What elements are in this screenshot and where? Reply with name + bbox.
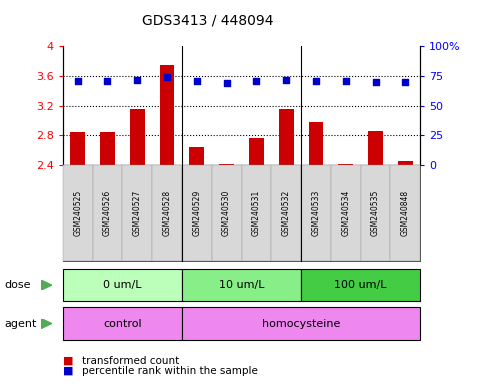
- Text: GSM240535: GSM240535: [371, 190, 380, 236]
- Bar: [309, 122, 324, 165]
- Point: [342, 78, 350, 84]
- Text: GSM240534: GSM240534: [341, 190, 350, 236]
- Text: transformed count: transformed count: [82, 356, 179, 366]
- Bar: [130, 109, 145, 165]
- Text: GSM240525: GSM240525: [73, 190, 82, 236]
- Text: GDS3413 / 448094: GDS3413 / 448094: [142, 13, 273, 27]
- Polygon shape: [41, 319, 52, 329]
- Point: [163, 74, 171, 80]
- Bar: [159, 65, 174, 165]
- Text: homocysteine: homocysteine: [262, 318, 340, 329]
- Text: GSM240528: GSM240528: [163, 190, 171, 236]
- Text: GSM240529: GSM240529: [192, 190, 201, 236]
- Text: ■: ■: [63, 366, 73, 376]
- Bar: [70, 132, 85, 165]
- Text: GSM240533: GSM240533: [312, 190, 320, 236]
- Point: [223, 79, 230, 86]
- Bar: [100, 132, 115, 165]
- Text: 10 um/L: 10 um/L: [219, 280, 264, 290]
- Bar: [189, 147, 204, 165]
- Bar: [368, 131, 383, 165]
- Point: [282, 77, 290, 83]
- Text: GSM240848: GSM240848: [401, 190, 410, 236]
- Text: ■: ■: [63, 356, 73, 366]
- Text: GSM240531: GSM240531: [252, 190, 261, 236]
- Point: [74, 78, 82, 84]
- Point: [193, 78, 201, 84]
- Point: [133, 77, 141, 83]
- Point: [372, 79, 380, 85]
- Text: GSM240526: GSM240526: [103, 190, 112, 236]
- Text: GSM240532: GSM240532: [282, 190, 291, 236]
- Text: GSM240527: GSM240527: [133, 190, 142, 236]
- Text: percentile rank within the sample: percentile rank within the sample: [82, 366, 258, 376]
- Polygon shape: [41, 280, 52, 290]
- Text: dose: dose: [5, 280, 31, 290]
- Point: [312, 78, 320, 84]
- Bar: [398, 161, 413, 165]
- Text: control: control: [103, 318, 142, 329]
- Bar: [249, 138, 264, 165]
- Text: 100 um/L: 100 um/L: [334, 280, 387, 290]
- Text: GSM240530: GSM240530: [222, 190, 231, 236]
- Text: agent: agent: [5, 318, 37, 329]
- Bar: [338, 164, 353, 165]
- Text: 0 um/L: 0 um/L: [103, 280, 142, 290]
- Point: [253, 78, 260, 84]
- Bar: [219, 164, 234, 165]
- Bar: [279, 109, 294, 165]
- Point: [104, 78, 112, 84]
- Point: [401, 79, 409, 85]
